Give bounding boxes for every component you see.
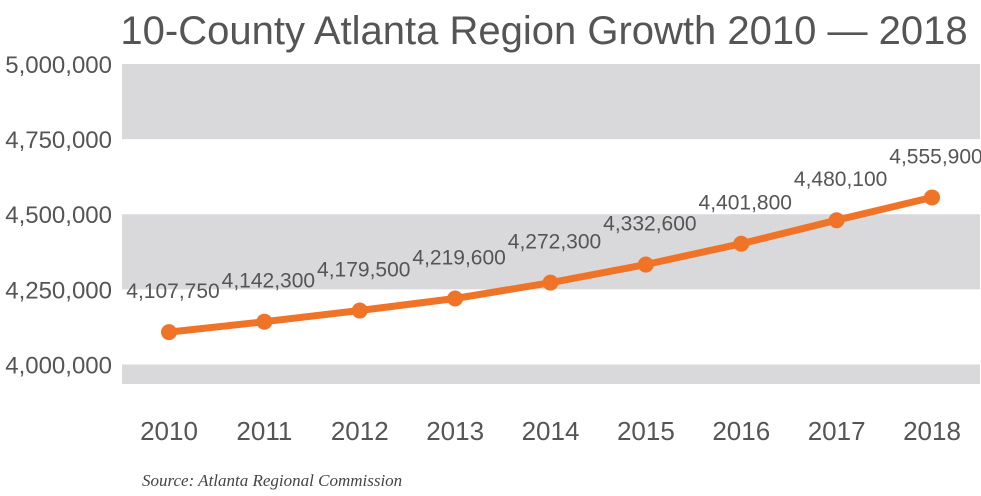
data-point: [828, 212, 845, 229]
data-labels: 4,107,750 4,142,300 4,179,5004,219,6004,27…: [126, 145, 981, 303]
data-label: 4,107,750: [126, 280, 219, 303]
x-tick-label: 2012: [331, 416, 389, 446]
data-label: 4,272,300: [508, 231, 601, 254]
x-tick-label: 2014: [522, 416, 580, 446]
data-point: [733, 235, 750, 252]
x-tick-label: 2013: [426, 416, 484, 446]
chart-title: 10-County Atlanta Region Growth 2010 — 2…: [120, 9, 967, 53]
y-tick-label: 4,250,000: [5, 277, 112, 304]
x-tick-label: 2017: [808, 416, 866, 446]
x-tick-label: 2010: [140, 416, 198, 446]
data-point: [447, 290, 464, 307]
data-point: [637, 256, 654, 273]
grid-bands: [122, 64, 980, 384]
data-point: [351, 302, 368, 319]
data-label: 4,401,800: [699, 192, 792, 215]
x-tick-label: 2018: [903, 416, 961, 446]
data-label: 4,142,300: [222, 270, 315, 293]
x-tick-label: 2011: [236, 416, 292, 446]
data-point: [924, 189, 940, 206]
y-tick-label: 4,000,000: [5, 352, 112, 379]
y-tick-label: 5,000,000: [5, 52, 112, 79]
source-note: Source: Atlanta Regional Commission: [142, 471, 402, 490]
y-axis-ticks: 4,000,000 4,250,000 4,500,000 4,750,000 5,00…: [5, 52, 112, 379]
data-label: 4,332,600: [603, 213, 696, 236]
data-label: 4,555,900: [889, 145, 981, 168]
y-tick-label: 4,500,000: [5, 202, 112, 229]
grid-band: [122, 364, 980, 384]
data-point: [256, 313, 273, 330]
data-point: [161, 324, 177, 341]
data-label: 4,179,500: [317, 259, 410, 282]
y-tick-label: 4,750,000: [5, 127, 112, 154]
x-axis-ticks: 2010 2011 2012 2013 2014 2015 2016 2017 2018: [140, 416, 961, 446]
grid-band: [122, 64, 980, 140]
data-points: [161, 189, 940, 341]
data-label: 4,219,600: [412, 246, 505, 269]
x-tick-label: 2016: [712, 416, 770, 446]
data-point: [542, 274, 559, 291]
x-tick-label: 2015: [617, 416, 675, 446]
data-label: 4,480,100: [794, 168, 887, 191]
